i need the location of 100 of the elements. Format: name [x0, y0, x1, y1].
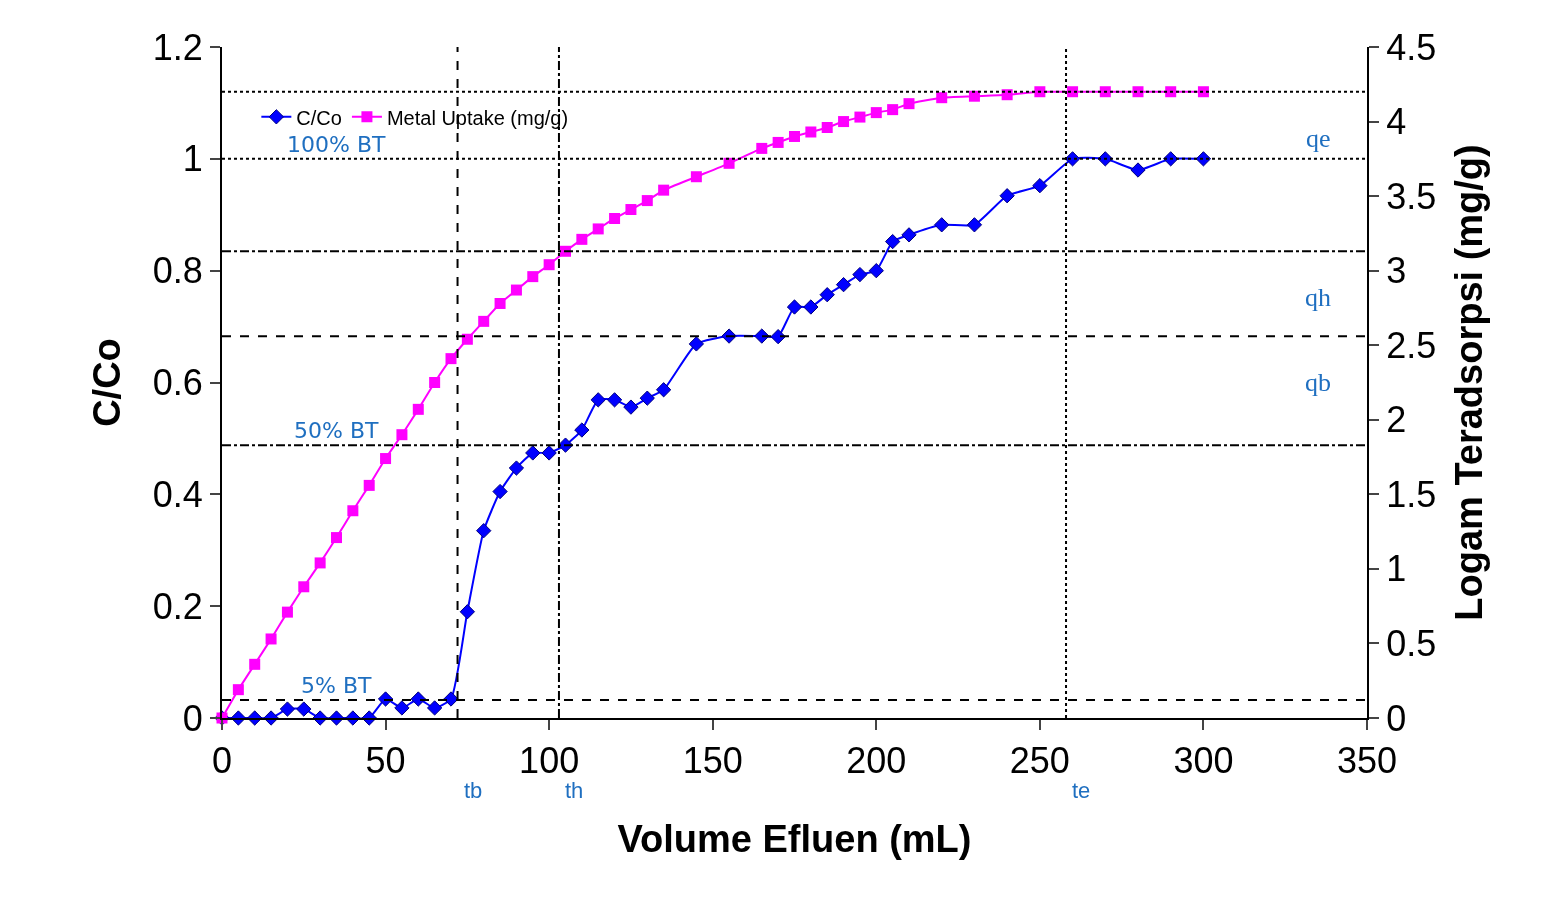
point: [688, 336, 705, 352]
point: [461, 333, 473, 345]
y-tick-label: 0.6: [152, 362, 203, 404]
point: [1099, 86, 1111, 98]
point: [623, 399, 639, 415]
point: [723, 157, 735, 169]
point: [655, 382, 672, 398]
point: [510, 284, 522, 296]
point: [476, 523, 492, 539]
y2-tick-label: 4.5: [1386, 26, 1437, 68]
point: [574, 422, 590, 438]
point: [1165, 86, 1177, 98]
point: [478, 315, 490, 327]
point: [394, 700, 410, 716]
x-tick-label: 50: [365, 740, 406, 782]
point: [576, 233, 588, 245]
point: [525, 445, 541, 461]
x-tick-label: 150: [682, 740, 743, 782]
point: [903, 98, 915, 110]
point: [854, 111, 866, 123]
point: [508, 460, 525, 476]
y-axis-title: C/Co: [86, 338, 129, 427]
point: [1067, 86, 1079, 98]
point: [803, 299, 819, 315]
y-tick-label: 0.8: [152, 250, 203, 292]
y2-axis-title: Logam Teradsorpsi (mg/g): [1447, 144, 1490, 621]
point: [835, 277, 852, 293]
y-tick-label: 0.4: [152, 473, 203, 515]
ref-line-label: qb: [1305, 368, 1331, 397]
y-tick-label: 1: [182, 138, 203, 180]
point: [819, 287, 835, 303]
legend-label: C/Co: [296, 106, 342, 129]
point: [887, 104, 899, 116]
point: [868, 263, 884, 279]
x-tick-label: 250: [1009, 740, 1070, 782]
ref-line-label: tb: [464, 778, 483, 803]
x-tick-label: 0: [211, 740, 233, 782]
point: [641, 195, 653, 207]
ref-line-label: qh: [1305, 283, 1331, 312]
point: [1034, 86, 1046, 98]
point: [606, 392, 623, 408]
point: [331, 532, 342, 544]
point: [934, 217, 950, 233]
point: [249, 658, 261, 670]
point: [639, 390, 655, 406]
y2-tick-label: 3.5: [1386, 175, 1437, 217]
point: [966, 217, 983, 233]
point: [410, 691, 426, 707]
ref-line-label: qe: [1306, 124, 1331, 153]
point: [999, 188, 1015, 204]
point: [279, 701, 296, 717]
point: [901, 227, 917, 243]
x-axis-title: Volume Efluen (mL): [617, 817, 972, 860]
point: [445, 353, 457, 365]
y2-tick-label: 2: [1386, 399, 1407, 441]
point: [541, 445, 557, 461]
point: [884, 233, 901, 250]
point: [968, 90, 980, 102]
point: [1001, 89, 1013, 101]
point: [852, 266, 868, 283]
point: [265, 633, 277, 645]
point: [789, 130, 800, 142]
y-tick-label: 0: [182, 697, 203, 739]
point: [232, 684, 244, 696]
point: [527, 271, 539, 283]
y2-tick-label: 1.5: [1386, 473, 1437, 515]
point: [658, 184, 670, 196]
point: [363, 479, 375, 491]
y2-tick-label: 1: [1386, 548, 1407, 590]
point: [1132, 86, 1144, 98]
point: [936, 92, 948, 104]
point: [609, 212, 621, 224]
point: [870, 107, 882, 119]
point: [443, 691, 459, 707]
ref-line-label: 100% BT: [287, 132, 386, 157]
point: [770, 329, 786, 345]
ref-line-label: te: [1072, 778, 1091, 803]
point: [296, 701, 312, 717]
point: [281, 606, 293, 618]
point: [786, 299, 803, 315]
point: [1130, 162, 1146, 178]
y-tick-label: 0.2: [152, 585, 203, 627]
ref-line-label: 5% BT: [301, 673, 372, 698]
x-tick-label: 200: [846, 740, 907, 782]
y2-tick-label: 4: [1386, 101, 1407, 143]
point: [1197, 86, 1209, 98]
point: [543, 259, 555, 271]
point: [805, 126, 817, 138]
point: [494, 297, 506, 309]
x-tick-label: 350: [1336, 740, 1398, 782]
point: [772, 136, 784, 148]
point: [298, 581, 310, 593]
point: [380, 453, 392, 465]
point: [396, 429, 408, 441]
y2-tick-label: 0: [1386, 697, 1407, 739]
point: [690, 171, 702, 183]
ref-line-label: 50% BT: [294, 418, 379, 443]
point: [1032, 178, 1048, 194]
point: [459, 604, 476, 620]
y-tick-label: 1.2: [152, 26, 203, 68]
